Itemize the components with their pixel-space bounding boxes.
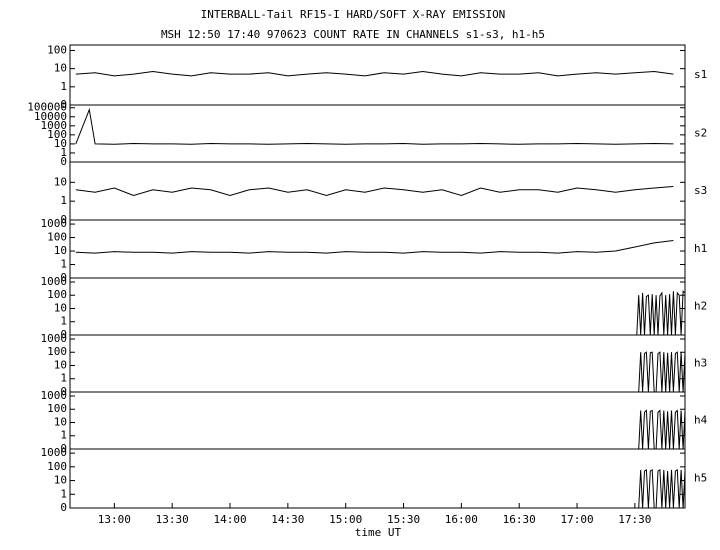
y-tick-label: 1	[60, 146, 67, 159]
data-line	[636, 290, 686, 336]
y-tick-label: 10	[54, 415, 67, 428]
y-tick-label: 1	[60, 194, 67, 207]
y-tick-label: 10	[54, 301, 67, 314]
y-tick-label: 10	[54, 474, 67, 487]
y-tick-label: 0	[60, 271, 67, 284]
y-tick-label: 1	[60, 315, 67, 328]
data-line	[75, 186, 674, 197]
y-tick-label: 100	[47, 43, 67, 56]
y-tick-label: 1000	[41, 217, 68, 230]
y-tick-label: 0	[60, 501, 67, 514]
x-tick-label: 13:30	[156, 513, 189, 526]
panel-frame	[69, 391, 686, 450]
y-tick-label: 0	[60, 155, 67, 168]
y-tick-label: 1	[60, 372, 67, 385]
y-tick-label: 1000	[41, 119, 68, 132]
data-line	[75, 70, 674, 77]
y-tick-label: 10000	[34, 110, 67, 123]
y-tick-label: 100	[47, 128, 67, 141]
x-tick-label: 15:00	[329, 513, 362, 526]
x-tick-label: 16:30	[503, 513, 536, 526]
y-tick-label: 0	[60, 98, 67, 111]
y-tick-label: 1000	[41, 389, 68, 402]
data-line	[636, 469, 686, 509]
y-tick-label: 1000	[41, 275, 68, 288]
x-tick-label: 15:30	[387, 513, 420, 526]
panel-label: h3	[694, 357, 707, 370]
chart-subtitle: MSH 12:50 17:40 970623 COUNT RATE IN CHA…	[161, 28, 545, 41]
panel-label: h4	[694, 414, 708, 427]
y-tick-label: 0	[60, 385, 67, 398]
panel-label: s3	[694, 184, 707, 197]
y-tick-label: 1	[60, 429, 67, 442]
panel-frame	[69, 104, 686, 163]
x-tick-label: 13:00	[98, 513, 131, 526]
y-tick-label: 0	[60, 213, 67, 226]
panel-label: h2	[694, 300, 707, 313]
data-line	[75, 240, 674, 254]
x-tick-label: 16:00	[445, 513, 478, 526]
y-tick-label: 1	[60, 80, 67, 93]
y-tick-label: 1	[60, 258, 67, 271]
y-tick-label: 1000	[41, 446, 68, 459]
chart-title: INTERBALL-Tail RF15-I HARD/SOFT X-RAY EM…	[201, 8, 506, 21]
y-tick-label: 100	[47, 460, 67, 473]
data-line	[636, 409, 686, 450]
panel-label: s1	[694, 68, 707, 81]
panel-frame	[69, 44, 686, 106]
y-tick-label: 1000	[41, 332, 68, 345]
y-tick-label: 10	[54, 358, 67, 371]
data-line	[75, 107, 674, 145]
y-tick-label: 100	[47, 402, 67, 415]
y-tick-label: 10	[54, 62, 67, 75]
x-tick-label: 17:00	[560, 513, 593, 526]
y-tick-label: 10	[54, 175, 67, 188]
y-tick-label: 100	[47, 288, 67, 301]
panel-frame	[69, 219, 686, 279]
y-tick-label: 100	[47, 231, 67, 244]
x-axis-label: time UT	[355, 526, 402, 539]
panel-label: s2	[694, 127, 707, 140]
y-tick-label: 100	[47, 345, 67, 358]
data-line	[636, 351, 686, 393]
x-tick-label: 17:30	[618, 513, 651, 526]
y-tick-label: 100000	[27, 101, 67, 114]
x-tick-label: 14:30	[271, 513, 304, 526]
panel-frame	[69, 334, 686, 393]
y-tick-label: 10	[54, 244, 67, 257]
y-tick-label: 0	[60, 328, 67, 341]
panel-label: h1	[694, 242, 707, 255]
y-tick-label: 0	[60, 442, 67, 455]
panel-label: h5	[694, 472, 707, 485]
panel-frame	[69, 448, 686, 509]
y-tick-label: 1	[60, 487, 67, 500]
panel-frame	[69, 277, 686, 336]
x-tick-label: 14:00	[213, 513, 246, 526]
y-tick-label: 10	[54, 137, 67, 150]
